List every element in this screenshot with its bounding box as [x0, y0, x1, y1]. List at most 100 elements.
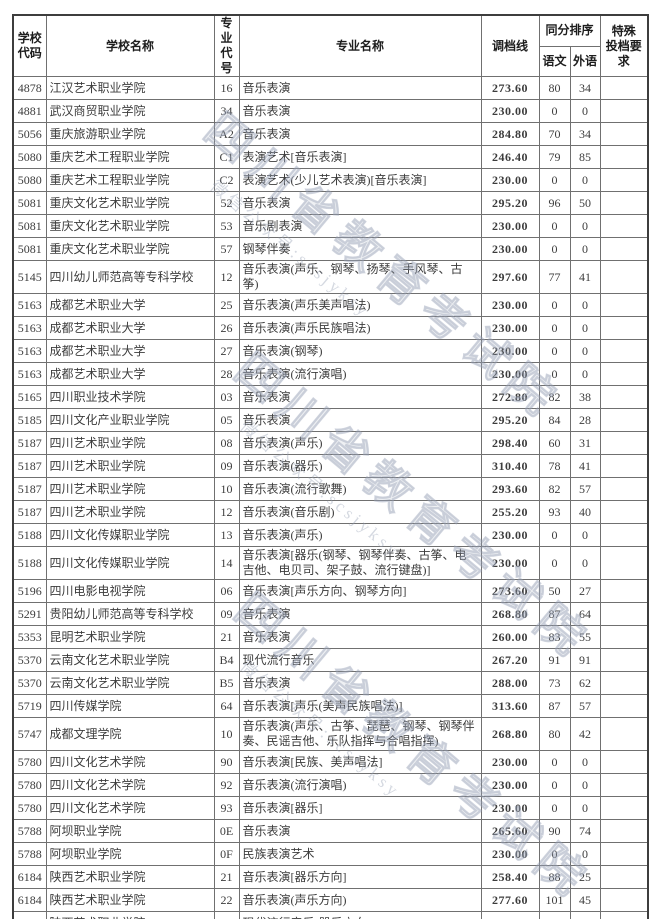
chinese-score-cell: 88	[538, 865, 571, 889]
foreign-score-cell: 0	[569, 773, 601, 797]
school-code-cell: 6184	[12, 911, 47, 919]
special-req-cell	[599, 214, 649, 238]
score-line-cell: 230.00	[480, 168, 540, 192]
foreign-score-cell: 0	[569, 546, 601, 580]
special-req-cell	[599, 773, 649, 797]
chinese-score-cell: 82	[538, 477, 571, 501]
major-code-cell: B4	[213, 648, 240, 672]
school-name-cell: 陕西艺术职业学院	[45, 911, 215, 919]
major-code-cell: B5	[213, 671, 240, 695]
header-major-code-line2: 代号	[220, 46, 233, 75]
special-req-cell	[599, 454, 649, 478]
major-name-cell: 音乐表演[器乐(钢琴、钢琴伴奏、古筝、电吉他、电贝司、架子鼓、流行键盘)]	[238, 546, 482, 580]
table-row: 5080 重庆艺术工程职业学院 C2 表演艺术(少儿艺术表演)[音乐表演] 23…	[12, 168, 649, 192]
foreign-score-cell: 0	[569, 293, 601, 317]
score-line-cell: 268.80	[480, 602, 540, 626]
school-name-cell: 阿坝职业学院	[45, 819, 215, 843]
special-req-cell	[599, 648, 649, 672]
special-req-cell	[599, 602, 649, 626]
foreign-score-cell: 57	[569, 477, 601, 501]
major-code-cell: 06	[213, 579, 240, 603]
special-req-cell	[599, 76, 649, 100]
table-row: 5165 四川职业技术学院 03 音乐表演 272.80 82 38	[12, 385, 649, 409]
major-name-cell: 音乐表演(流行演唱)	[238, 773, 482, 797]
major-code-cell: 93	[213, 796, 240, 820]
school-name-cell: 重庆旅游职业学院	[45, 122, 215, 146]
major-code-cell: 25	[213, 293, 240, 317]
special-req-cell	[599, 431, 649, 455]
school-code-cell: 6184	[12, 888, 47, 912]
score-line-cell: 230.00	[480, 750, 540, 774]
special-req-cell	[599, 865, 649, 889]
score-line-cell: 230.00	[480, 796, 540, 820]
chinese-score-cell: 80	[538, 717, 571, 751]
school-name-cell: 阿坝职业学院	[45, 842, 215, 866]
school-code-cell: 5163	[12, 316, 47, 340]
score-line-cell: 273.60	[480, 76, 540, 100]
header-major-name: 专业名称	[238, 14, 482, 77]
school-code-cell: 5080	[12, 145, 47, 169]
special-req-cell	[599, 145, 649, 169]
special-req-cell	[599, 579, 649, 603]
school-code-cell: 5196	[12, 579, 47, 603]
score-line-cell: 284.80	[480, 122, 540, 146]
school-code-cell: 5163	[12, 362, 47, 386]
major-name-cell: 现代流行音乐[器乐方向]	[238, 911, 482, 919]
table-row: 6184 陕西艺术职业学院 41 现代流行音乐[器乐方向] 279.20 73 …	[12, 911, 649, 919]
chinese-score-cell: 0	[538, 546, 571, 580]
score-line-cell: 230.00	[480, 293, 540, 317]
school-code-cell: 5370	[12, 671, 47, 695]
school-name-cell: 四川职业技术学院	[45, 385, 215, 409]
foreign-score-cell: 62	[569, 671, 601, 695]
major-code-cell: 90	[213, 750, 240, 774]
foreign-score-cell: 85	[569, 145, 601, 169]
score-line-cell: 260.00	[480, 625, 540, 649]
major-code-cell: 09	[213, 602, 240, 626]
header-special-req-line1: 特殊	[611, 23, 636, 38]
major-name-cell: 民族表演艺术	[238, 842, 482, 866]
school-name-cell: 成都艺术职业大学	[45, 293, 215, 317]
chinese-score-cell: 82	[538, 385, 571, 409]
score-line-cell: 258.40	[480, 865, 540, 889]
table-body: 4878 江汉艺术职业学院 16 音乐表演 273.60 80 34 4881 …	[12, 76, 649, 919]
score-line-cell: 230.00	[480, 773, 540, 797]
chinese-score-cell: 77	[538, 260, 571, 294]
school-name-cell: 贵阳幼儿师范高等专科学校	[45, 602, 215, 626]
major-code-cell: 12	[213, 500, 240, 524]
table-row: 5187 四川艺术职业学院 09 音乐表演(器乐) 310.40 78 41	[12, 454, 649, 478]
header-school-name: 学校名称	[45, 14, 215, 77]
table-row: 5080 重庆艺术工程职业学院 C1 表演艺术[音乐表演] 246.40 79 …	[12, 145, 649, 169]
school-name-cell: 陕西艺术职业学院	[45, 888, 215, 912]
major-code-cell: C1	[213, 145, 240, 169]
score-line-cell: 298.40	[480, 431, 540, 455]
chinese-score-cell: 0	[538, 842, 571, 866]
special-req-cell	[599, 168, 649, 192]
table-row: 5081 重庆文化艺术职业学院 53 音乐剧表演 230.00 0 0	[12, 214, 649, 238]
major-name-cell: 音乐表演(音乐剧)	[238, 500, 482, 524]
major-name-cell: 音乐表演	[238, 408, 482, 432]
chinese-score-cell: 0	[538, 362, 571, 386]
major-code-cell: 21	[213, 625, 240, 649]
special-req-cell	[599, 362, 649, 386]
score-line-cell: 279.20	[480, 911, 540, 919]
table-row: 6184 陕西艺术职业学院 22 音乐表演(声乐方向) 277.60 101 4…	[12, 888, 649, 912]
major-code-cell: 52	[213, 191, 240, 215]
school-code-cell: 5788	[12, 819, 47, 843]
school-name-cell: 四川幼儿师范高等专科学校	[45, 260, 215, 294]
chinese-score-cell: 0	[538, 796, 571, 820]
chinese-score-cell: 84	[538, 408, 571, 432]
score-line-cell: 277.60	[480, 888, 540, 912]
major-code-cell: 53	[213, 214, 240, 238]
table-row: 5188 四川文化传媒职业学院 14 音乐表演[器乐(钢琴、钢琴伴奏、古筝、电吉…	[12, 546, 649, 580]
special-req-cell	[599, 122, 649, 146]
major-name-cell: 音乐表演(声乐)	[238, 431, 482, 455]
school-code-cell: 5719	[12, 694, 47, 718]
school-name-cell: 四川艺术职业学院	[45, 477, 215, 501]
chinese-score-cell: 0	[538, 316, 571, 340]
table-row: 5185 四川文化产业职业学院 05 音乐表演 295.20 84 28	[12, 408, 649, 432]
foreign-score-cell: 45	[569, 888, 601, 912]
major-code-cell: 08	[213, 431, 240, 455]
major-name-cell: 音乐表演(声乐方向)	[238, 888, 482, 912]
major-name-cell: 钢琴伴奏	[238, 237, 482, 261]
